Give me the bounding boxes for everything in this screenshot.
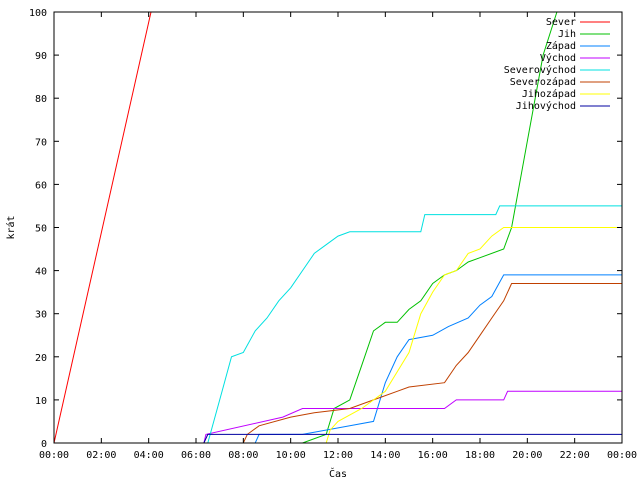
- x-tick-label: 12:00: [323, 450, 353, 461]
- y-tick-label: 0: [41, 439, 47, 450]
- legend-label: Jihovýchod: [516, 100, 576, 112]
- series-line-6: [54, 283, 622, 443]
- y-tick-label: 40: [35, 267, 47, 278]
- series-line-3: [54, 274, 622, 443]
- legend-label: Jihozápad: [522, 88, 576, 100]
- x-tick-label: 22:00: [560, 450, 590, 461]
- x-tick-label: 06:00: [181, 450, 211, 461]
- series-line-5: [54, 205, 622, 443]
- x-tick-label: 02:00: [86, 450, 116, 461]
- legend-label: Západ: [546, 40, 576, 52]
- y-tick-label: 80: [35, 94, 47, 105]
- legend-label: Východ: [540, 52, 576, 64]
- y-tick-label: 30: [35, 310, 47, 321]
- legend-label: Severovýchod: [504, 64, 576, 76]
- x-axis-label: Čas: [329, 467, 347, 480]
- y-tick-label: 70: [35, 137, 47, 148]
- series-line-4: [54, 390, 622, 443]
- x-tick-label: 00:00: [607, 450, 637, 461]
- x-tick-label: 20:00: [512, 450, 542, 461]
- x-tick-label: 18:00: [465, 450, 495, 461]
- series-line-1: [54, 12, 152, 443]
- series-layer: [54, 12, 622, 443]
- legend-label: Severozápad: [510, 76, 576, 88]
- y-tick-label: 90: [35, 51, 47, 62]
- x-tick-label: 10:00: [276, 450, 306, 461]
- x-tick-label: 08:00: [228, 450, 258, 461]
- ticks-layer: 00:00 02:00 04:00 06:00 08:00 10:00 12:00 14:00…: [29, 8, 637, 461]
- x-tick-label: 04:00: [134, 450, 164, 461]
- x-tick-label: 14:00: [370, 450, 400, 461]
- y-tick-label: 20: [35, 353, 47, 364]
- legend-label: Sever: [546, 17, 576, 28]
- legend: SeverJihZápadVýchodSeverovýchodSeverozáp…: [504, 17, 610, 112]
- y-tick-label: 100: [29, 8, 47, 19]
- series-line-2: [54, 12, 558, 443]
- y-axis-label: krát: [5, 215, 17, 239]
- y-tick-label: 50: [35, 224, 47, 235]
- x-tick-label: 00:00: [39, 450, 69, 461]
- y-tick-label: 10: [35, 396, 47, 407]
- series-line-8: [54, 433, 622, 443]
- y-tick-label: 60: [35, 180, 47, 191]
- x-tick-label: 16:00: [418, 450, 448, 461]
- legend-label: Jih: [558, 29, 576, 40]
- series-line-7: [54, 227, 622, 443]
